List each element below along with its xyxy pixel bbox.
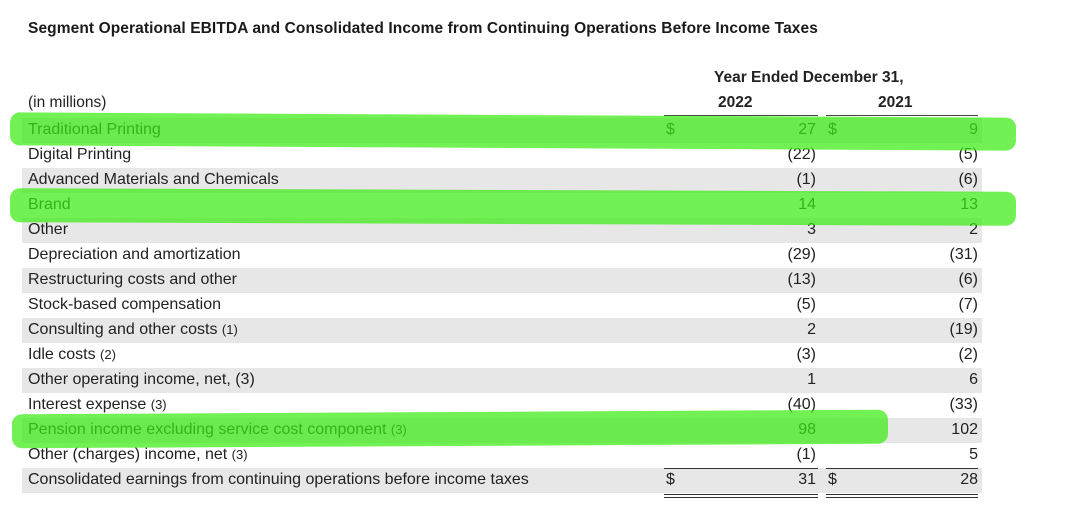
units-label: (in millions)	[28, 94, 107, 111]
value-2022: 1	[807, 371, 816, 388]
value-2021: (33)	[949, 396, 978, 413]
header-rule-2022	[664, 115, 818, 116]
financial-table: Traditional Printing $ 27 $ 9 Digital Pr…	[22, 118, 982, 493]
header-rule-2021	[826, 115, 978, 116]
table-row: Digital Printing (22) (5)	[22, 143, 982, 168]
year-header-2021: 2021	[878, 94, 913, 111]
double-rule-2022	[664, 494, 818, 498]
row-label: Advanced Materials and Chemicals	[28, 171, 279, 188]
row-label: Restructuring costs and other	[28, 271, 237, 288]
table-row: Stock-based compensation (5) (7)	[22, 293, 982, 318]
row-label: Depreciation and amortization	[28, 246, 241, 263]
currency-symbol: $	[828, 471, 837, 488]
row-label: Consolidated earnings from continuing op…	[28, 471, 529, 488]
row-label: Interest expense (3)	[28, 396, 167, 413]
table-row: Idle costs (2) (3) (2)	[22, 343, 982, 368]
value-2021: (19)	[949, 321, 978, 338]
row-label: Traditional Printing	[28, 121, 161, 138]
value-2022: (22)	[787, 146, 816, 163]
total-row: Consolidated earnings from continuing op…	[22, 468, 982, 493]
value-2021: 102	[951, 421, 978, 438]
footnote-ref: (3)	[390, 422, 407, 437]
value-2022: 14	[798, 196, 816, 213]
row-label: Other (charges) income, net (3)	[28, 446, 248, 463]
value-2022: 31	[798, 471, 816, 488]
footnote-ref: (1)	[221, 322, 238, 337]
table-row: Consulting and other costs (1) 2 (19)	[22, 318, 982, 343]
table-row: Restructuring costs and other (13) (6)	[22, 268, 982, 293]
period-header: Year Ended December 31,	[714, 69, 904, 86]
value-2021: (6)	[958, 271, 978, 288]
value-2022: 27	[798, 121, 816, 138]
subtotal-rule-2021	[826, 468, 978, 469]
row-label: Consulting and other costs (1)	[28, 321, 238, 338]
table-row: Interest expense (3) (40) (33)	[22, 393, 982, 418]
value-2022: 98	[798, 421, 816, 438]
value-2022: (29)	[787, 246, 816, 263]
value-2021: (31)	[949, 246, 978, 263]
subtotal-rule-2022	[664, 468, 818, 469]
value-2022: 2	[807, 321, 816, 338]
table-row: Pension income excluding service cost co…	[22, 418, 982, 443]
value-2021: (7)	[958, 296, 978, 313]
table-row: Depreciation and amortization (29) (31)	[22, 243, 982, 268]
value-2022: (40)	[787, 396, 816, 413]
footnote-ref: (3)	[150, 397, 167, 412]
value-2021: 5	[969, 446, 978, 463]
double-rule-2021	[826, 494, 978, 498]
value-2021: (6)	[958, 171, 978, 188]
row-label: Pension income excluding service cost co…	[28, 421, 407, 438]
table-row: Other 3 2	[22, 218, 982, 243]
table-row: Other (charges) income, net (3) (1) 5	[22, 443, 982, 468]
currency-symbol: $	[666, 471, 675, 488]
value-2022: 3	[807, 221, 816, 238]
row-label: Digital Printing	[28, 146, 132, 163]
value-2021: 13	[960, 196, 978, 213]
value-2021: 28	[960, 471, 978, 488]
table-row: Advanced Materials and Chemicals (1) (6)	[22, 168, 982, 193]
footnote-ref: (2)	[100, 347, 116, 362]
currency-symbol: $	[828, 121, 837, 138]
value-2022: (1)	[796, 171, 816, 188]
row-label: Idle costs (2)	[28, 346, 116, 363]
row-label: Other	[28, 221, 69, 238]
value-2021: (5)	[958, 146, 978, 163]
value-2021: (2)	[958, 346, 978, 363]
row-label: Other operating income, net, (3)	[28, 371, 255, 388]
year-header-2022: 2022	[718, 94, 753, 111]
currency-symbol: $	[666, 121, 675, 138]
table-row: Brand 14 13	[22, 193, 982, 218]
row-label: Brand	[28, 196, 71, 213]
table-row: Traditional Printing $ 27 $ 9	[22, 118, 982, 143]
value-2022: (5)	[796, 296, 816, 313]
table-title: Segment Operational EBITDA and Consolida…	[28, 20, 818, 37]
value-2022: (3)	[796, 346, 816, 363]
table-row: Other operating income, net, (3) 1 6	[22, 368, 982, 393]
row-label: Stock-based compensation	[28, 296, 221, 313]
value-2021: 9	[969, 121, 978, 138]
footnote-ref: (3)	[231, 447, 248, 462]
value-2021: 6	[969, 371, 978, 388]
value-2022: (1)	[796, 446, 816, 463]
value-2022: (13)	[787, 271, 816, 288]
value-2021: 2	[969, 221, 978, 238]
